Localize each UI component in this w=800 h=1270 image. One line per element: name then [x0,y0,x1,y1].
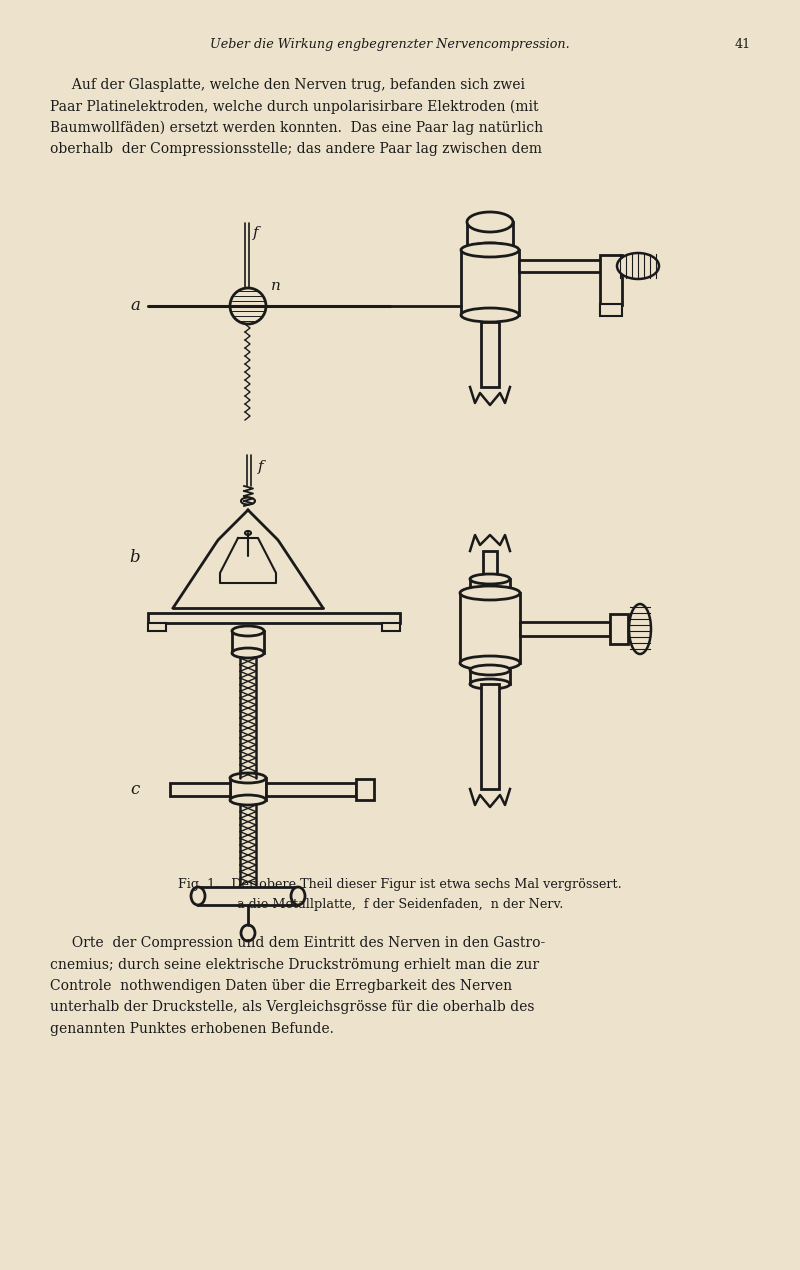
Text: oberhalb  der Compressionsstelle; das andere Paar lag zwischen dem: oberhalb der Compressionsstelle; das and… [50,142,542,156]
Bar [198,886,298,906]
Ellipse shape [245,531,251,535]
Text: unterhalb der Druckstelle, als Vergleichsgrösse für die oberhalb des: unterhalb der Druckstelle, als Vergleich… [50,1001,534,1015]
Bar [461,250,519,315]
Ellipse shape [617,253,659,279]
Text: n: n [271,279,281,293]
Ellipse shape [241,498,255,504]
Text: Paar Platinelektroden, welche durch unpolarisirbare Elektroden (mit: Paar Platinelektroden, welche durch unpo… [50,99,538,114]
Bar [519,260,610,272]
Bar [460,593,520,663]
Ellipse shape [461,309,519,323]
Ellipse shape [230,795,266,805]
Ellipse shape [230,773,266,784]
Bar [356,779,374,800]
Ellipse shape [629,605,651,654]
Ellipse shape [470,574,510,584]
Text: f: f [253,226,258,240]
Bar [600,304,622,316]
Bar [481,323,499,387]
Text: Controle  nothwendigen Daten über die Erregbarkeit des Nerven: Controle nothwendigen Daten über die Err… [50,979,512,993]
Ellipse shape [460,657,520,671]
Bar [470,579,510,593]
Ellipse shape [461,243,519,257]
Ellipse shape [470,588,510,598]
Text: b: b [130,550,140,566]
Bar [520,622,610,636]
Text: genannten Punktes erhobenen Befunde.: genannten Punktes erhobenen Befunde. [50,1022,334,1036]
Text: a: a [130,297,140,315]
Ellipse shape [467,212,513,232]
Bar [232,631,264,653]
Text: Fig. 1.   Der obere Theil dieser Figur ist etwa sechs Mal vergrössert.: Fig. 1. Der obere Theil dieser Figur ist… [178,878,622,892]
Ellipse shape [467,243,513,257]
Text: Auf der Glasplatte, welche den Nerven trug, befanden sich zwei: Auf der Glasplatte, welche den Nerven tr… [50,77,525,91]
Text: f: f [258,460,264,474]
Bar [266,784,356,796]
Bar [230,779,266,800]
Text: cnemius; durch seine elektrische Druckströmung erhielt man die zur: cnemius; durch seine elektrische Druckst… [50,958,539,972]
Bar [483,551,497,579]
Bar [610,613,628,644]
Ellipse shape [460,585,520,599]
Ellipse shape [241,925,255,941]
Bar [600,255,622,305]
Text: a die Metallplatte,  f der Seidenfaden,  n der Nerv.: a die Metallplatte, f der Seidenfaden, n… [237,898,563,911]
Ellipse shape [191,886,205,906]
Bar [148,624,166,631]
Text: Ueber die Wirkung engbegrenzter Nervencompression.: Ueber die Wirkung engbegrenzter Nervenco… [210,38,570,51]
Text: Orte  der Compression und dem Eintritt des Nerven in den Gastro-: Orte der Compression und dem Eintritt de… [50,936,546,950]
Bar [170,784,230,796]
Bar [382,624,400,631]
Text: 41: 41 [735,38,751,51]
Ellipse shape [291,886,305,906]
Ellipse shape [232,626,264,636]
Ellipse shape [232,648,264,658]
Bar [470,671,510,685]
Bar [467,222,513,250]
Text: Baumwollfäden) ersetzt werden konnten.  Das eine Paar lag natürlich: Baumwollfäden) ersetzt werden konnten. D… [50,121,543,136]
Bar [481,685,499,789]
Bar [148,613,400,624]
Ellipse shape [470,679,510,690]
Circle shape [230,288,266,324]
Text: c: c [130,781,140,798]
Ellipse shape [470,665,510,674]
